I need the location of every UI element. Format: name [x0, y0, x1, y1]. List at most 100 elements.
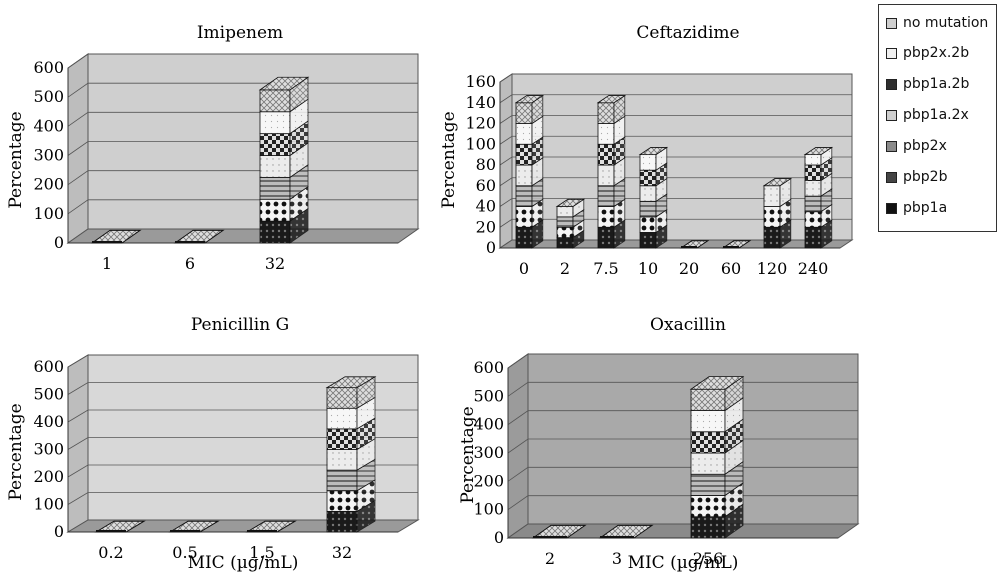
chart-panel-oxacillin: 0 100 200 300 400 500 600 2 3 256 Oxacillin Percent…	[458, 315, 860, 573]
bar-segment-pbp1a-32	[326, 510, 358, 533]
bar-segment-pbp2x-2b-7-5	[597, 123, 615, 145]
bar-empty-edge	[96, 530, 126, 532]
legend-item-pbp2x-2b: pbp2x.2b	[879, 43, 969, 63]
y-tick-label: 80	[476, 155, 496, 174]
gridline	[499, 135, 852, 145]
bar-top-32	[258, 76, 310, 91]
bar-segment-no-mutation-7-5	[597, 102, 615, 124]
y-tick-label: 100	[33, 495, 64, 514]
bar-segment-pbp1a-2b-0	[515, 143, 533, 166]
bar-segment-pbp2b-7-5	[597, 206, 615, 228]
x-tick-label: 2	[560, 259, 570, 278]
x-axis-label: MIC (µg/mL)	[628, 553, 739, 573]
y-tick-label: 200	[33, 175, 64, 194]
bar-segment-pbp2x-2b-10	[639, 154, 657, 171]
bar-segment-pbp2x-7-5	[597, 185, 615, 207]
bar-segment-pbp2x-32	[326, 469, 358, 492]
bar-segment-pbp1a-2x-32	[259, 155, 291, 178]
bar-segment-no-mutation-32	[326, 387, 358, 409]
y-tick-label: 500	[33, 385, 64, 404]
bar-segment-pbp2b-2	[556, 226, 574, 239]
bar-segment-pbp1a-2x-256	[690, 452, 726, 475]
y-tick-label: 500	[33, 87, 64, 106]
chart-title: Penicillin G	[191, 315, 289, 335]
bar-segment-pbp2x-2b-0	[515, 123, 533, 145]
bar-segment-pbp1a-2x-32	[326, 449, 358, 471]
x-tick-label: 6	[185, 254, 195, 273]
legend-swatch-pbp1a	[886, 202, 897, 214]
y-tick-label: 100	[473, 500, 504, 519]
gridline	[499, 198, 852, 207]
y-tick-label: 400	[473, 415, 504, 434]
bar-segment-pbp1a-2x-7-5	[597, 164, 615, 187]
legend-swatch-pbp1a-2b	[886, 78, 897, 90]
y-tick-label: 160	[465, 72, 496, 91]
x-tick-label: 240	[798, 259, 829, 278]
bar-segment-pbp2x-2b-256	[690, 410, 726, 433]
bar-segment-pbp2x-10	[639, 200, 657, 218]
bar-segment-pbp2b-10	[639, 216, 657, 233]
y-tick-label: 100	[33, 204, 64, 223]
chart-title: Imipenem	[197, 23, 283, 43]
bar-segment-pbp1a-120	[763, 226, 781, 249]
bar-top-120	[762, 178, 793, 187]
bar-empty-edge	[600, 536, 634, 538]
x-tick-label: 256	[693, 549, 724, 568]
y-tick-label: 0	[486, 238, 496, 257]
gridline	[499, 73, 852, 83]
legend-swatch-pbp2x-2b	[886, 47, 897, 59]
gridline	[499, 115, 852, 124]
bar-segment-pbp1a-2x-240	[804, 180, 822, 197]
y-tick-label: 120	[465, 114, 496, 133]
bar-segment-pbp2x-256	[690, 473, 726, 496]
x-tick-label: 1	[102, 254, 112, 273]
legend-swatch-pbp2x	[886, 140, 897, 152]
bar-empty-edge	[170, 530, 200, 532]
legend-label: pbp1a.2b	[903, 76, 970, 92]
legend-label: no mutation	[903, 15, 989, 31]
x-tick-label: 0	[519, 259, 529, 278]
bar-empty-edge	[723, 246, 739, 248]
y-tick-label: 300	[473, 443, 504, 462]
bar-segment-no-mutation-256	[690, 388, 726, 411]
bar-segment-pbp1a-10	[639, 232, 657, 249]
legend-item-pbp2x: pbp2x	[879, 136, 947, 156]
chart-panel-imipenem: 0 100 200 300 400 500 600 1 6 32 Imipenem Percentag…	[6, 23, 420, 273]
y-tick-label: 60	[476, 176, 496, 195]
bar-segment-no-mutation-0	[515, 102, 533, 124]
legend-item-pbp2b: pbp2b	[879, 167, 947, 187]
x-tick-label: 2	[545, 549, 555, 568]
bar-top-32	[325, 376, 377, 389]
bar-segment-pbp1a-2	[556, 237, 574, 249]
legend-label: pbp1a.2x	[903, 107, 969, 123]
gridline	[67, 382, 418, 395]
bar-segment-pbp1a-2b-32	[259, 133, 291, 156]
legend-label: pbp2x	[903, 138, 947, 154]
bar-segment-pbp2x-2b-32	[326, 407, 358, 430]
gridline	[507, 381, 858, 397]
gridline	[67, 464, 418, 478]
y-tick-label: 500	[473, 386, 504, 405]
bar-segment-pbp2b-256	[690, 495, 726, 518]
bar-segment-pbp1a-240	[804, 226, 822, 249]
x-tick-label: 32	[332, 543, 352, 562]
bar-segment-pbp2b-0	[515, 206, 533, 228]
gridline	[67, 492, 418, 505]
y-tick-label: 40	[476, 197, 496, 216]
x-tick-label: 20	[679, 259, 699, 278]
x-tick-label: 120	[757, 259, 788, 278]
y-tick-label: 0	[54, 522, 64, 541]
gridline	[499, 156, 852, 166]
y-tick-label: 0	[54, 233, 64, 252]
bar-empty-edge	[681, 246, 697, 248]
bar-empty-edge	[92, 241, 122, 243]
x-tick-label: 1.5	[249, 543, 274, 562]
bar-segment-no-mutation-32	[259, 89, 291, 113]
legend-swatch-no-mutation	[886, 17, 897, 29]
y-axis-label: Percentage	[6, 403, 26, 500]
legend-item-pbp1a-2b: pbp1a.2b	[879, 74, 969, 94]
y-tick-label: 200	[33, 467, 64, 486]
y-tick-label: 600	[33, 357, 64, 376]
legend-item-pbp1a: pbp1a	[879, 198, 947, 218]
x-tick-label: 60	[721, 259, 741, 278]
